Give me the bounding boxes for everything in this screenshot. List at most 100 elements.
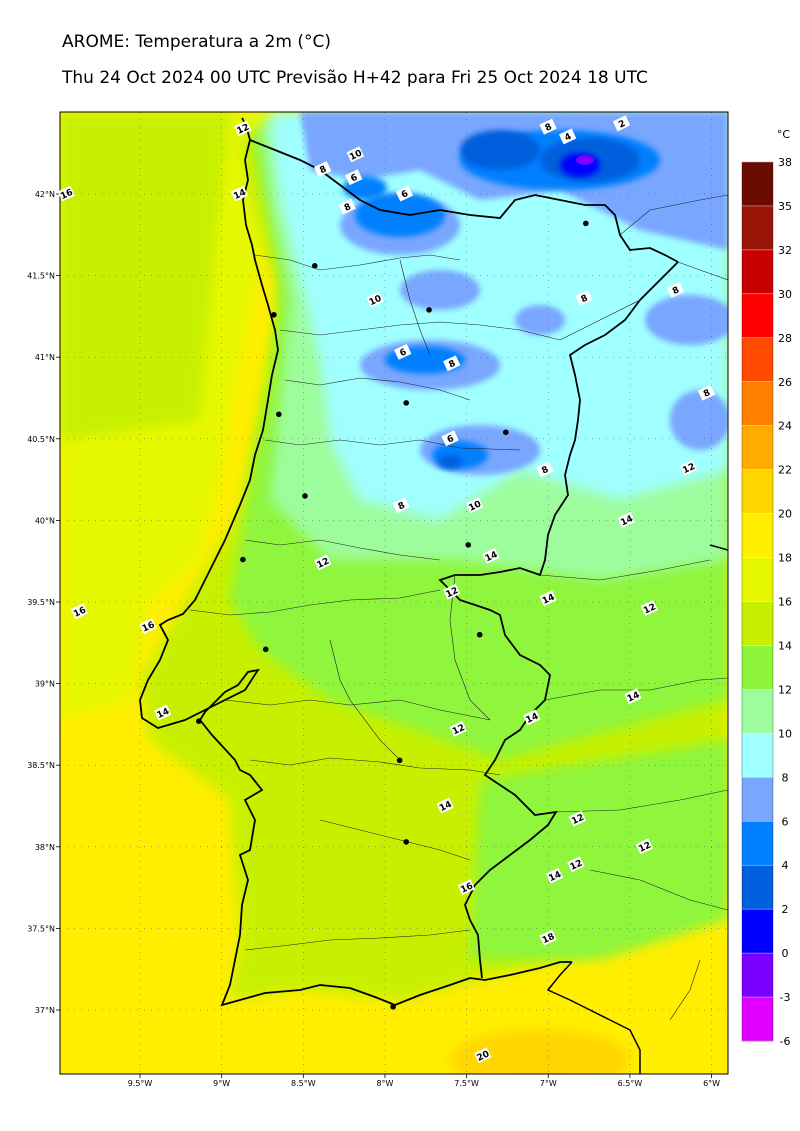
contour-label: 14 <box>230 185 249 202</box>
contour-label-text: 6 <box>398 347 408 359</box>
lat-tick-label: 42°N <box>35 190 55 199</box>
city-dot <box>583 220 589 227</box>
city-dot <box>503 429 509 436</box>
contour-label-bg <box>666 281 685 298</box>
contour-label-bg <box>482 547 500 564</box>
contour-label: 8 <box>338 198 356 215</box>
colorbar-swatch <box>742 777 773 822</box>
contour-label-bg <box>314 554 332 571</box>
contour-label: 2 <box>612 115 631 132</box>
lon-tick-label: 7°W <box>540 1079 557 1088</box>
contour-label: 8 <box>443 355 461 372</box>
contour-label-text: 20 <box>476 1049 492 1063</box>
contour-label-text: 14 <box>547 870 563 884</box>
map-title: AROME: Temperatura a 2m (°C) <box>62 32 332 52</box>
colorbar-swatch <box>742 997 773 1042</box>
colorbar-swatch <box>742 381 773 427</box>
colorbar-swatch <box>742 865 773 910</box>
colorbar-tick-label: 26 <box>778 376 792 389</box>
contour-label-text: 12 <box>451 723 467 737</box>
colorbar-tick-label: -6 <box>780 1035 791 1048</box>
contour-label-text: 16 <box>59 188 75 202</box>
contour-label: 8 <box>575 290 593 306</box>
colorbar-swatch <box>742 601 773 646</box>
lon-tick-label: 7.5°W <box>454 1079 479 1088</box>
contour-label-text: 8 <box>397 501 407 513</box>
axis-ticks: 42°N 41.5°N 41°N 40.5°N 40°N 39.5°N 39°N 38.5°N… <box>27 190 720 1088</box>
contour-label-bg <box>457 879 476 896</box>
contour-label: 14 <box>545 867 564 884</box>
colorbar-unit: °C <box>777 128 791 141</box>
contour-label-bg <box>697 384 716 401</box>
contour-label-text: 8 <box>702 388 712 400</box>
contour-label-text: 16 <box>459 881 475 895</box>
contour-label-bg <box>679 459 698 476</box>
lat-tick-label: 38.5°N <box>27 761 55 770</box>
contour-label-text: 6 <box>446 434 456 446</box>
contour-label-bg <box>314 161 332 178</box>
contour-label-bg <box>230 185 249 202</box>
colorbar-swatch <box>742 909 773 954</box>
contour-label-bg <box>567 856 585 873</box>
contour-label: 6 <box>441 430 459 447</box>
city-dot <box>196 718 202 724</box>
contour-label-bg <box>523 709 541 726</box>
contour-label-bg <box>568 810 587 827</box>
contour-label-bg <box>395 185 414 202</box>
contour-label-text: 12 <box>445 586 461 600</box>
contour-label: 8 <box>392 497 410 514</box>
contour-label-text: 8 <box>540 465 550 477</box>
lat-tick-label: 37°N <box>35 1006 55 1015</box>
lon-tick-label: 6°W <box>703 1079 720 1088</box>
city-dot <box>396 757 403 764</box>
colorbar-swatch <box>742 337 773 383</box>
colorbar-tick-label: 28 <box>778 332 792 345</box>
contour-label-bg <box>545 867 564 884</box>
lat-tick-label: 39.5°N <box>27 598 55 607</box>
contour-label-text: 14 <box>541 592 557 606</box>
contour-label-text: 8 <box>580 293 590 305</box>
contour-label: 12 <box>568 810 587 827</box>
contour-label-text: 14 <box>619 514 635 528</box>
contour-label: 10 <box>465 497 484 514</box>
contour-label: 12 <box>443 583 461 600</box>
contour-label-bg <box>443 355 461 372</box>
colorbar-tick-label: 10 <box>778 727 792 740</box>
contour-label-text: 18 <box>541 932 557 946</box>
contour-label-bg <box>153 704 172 721</box>
contour-label-text: 12 <box>570 813 586 827</box>
colorbar-tick-label: 32 <box>778 244 792 257</box>
city-dot <box>276 411 282 418</box>
contour-label-bg <box>474 1047 492 1064</box>
colorbar-swatch <box>742 557 773 602</box>
lat-tick-label: 41°N <box>35 353 55 362</box>
contour-label: 8 <box>697 384 716 401</box>
contour-label-text: 8 <box>343 202 353 214</box>
city-dot <box>426 307 432 313</box>
contour-label-text: 8 <box>671 285 681 297</box>
contour-label: 12 <box>234 120 252 137</box>
colorbar-tick-label: -3 <box>780 991 791 1004</box>
contour-label-bg <box>635 838 654 855</box>
contour-label: 16 <box>57 185 75 202</box>
contour-label: 12 <box>314 554 332 571</box>
contour-label-text: 6 <box>349 173 359 185</box>
contour-label: 20 <box>474 1047 492 1064</box>
city-dot <box>476 631 483 638</box>
lat-tick-label: 38°N <box>35 843 55 852</box>
contour-label-text: 14 <box>438 800 454 814</box>
contour-label-bg <box>345 169 363 186</box>
colorbar-swatch <box>742 689 773 734</box>
contour-label-bg <box>441 430 459 447</box>
contour-label-bg <box>57 185 75 202</box>
colorbar-swatch <box>742 425 773 471</box>
lon-tick-label: 9.5°W <box>128 1079 153 1088</box>
contour-label-bg <box>617 512 636 528</box>
contour-label-text: 14 <box>156 707 172 721</box>
city-dot <box>403 839 409 845</box>
contour-label-bg <box>624 688 642 705</box>
contour-label-bg <box>539 118 557 135</box>
contour-label-text: 4 <box>563 132 573 144</box>
contour-label-text: 6 <box>400 189 410 201</box>
